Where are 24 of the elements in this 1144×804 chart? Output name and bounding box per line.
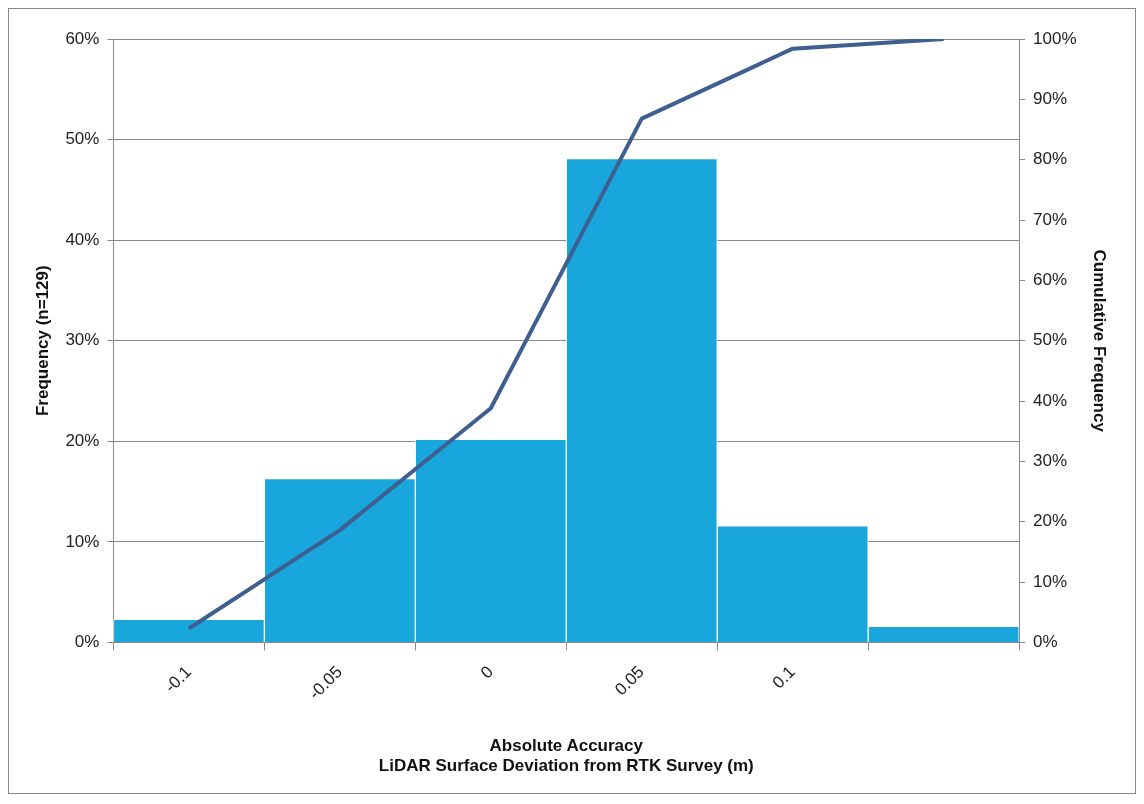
y-axis-title: Frequency (n=129) <box>32 265 52 417</box>
y-tick-label: 40% <box>65 229 100 249</box>
x-axis-title: Absolute Accuracy LiDAR Surface Deviation from RTK Survey (m) <box>378 736 754 776</box>
y2-tick-label: 40% <box>1033 390 1068 410</box>
y2-tick-label: 20% <box>1033 511 1068 531</box>
y2-tick-label: 100% <box>1033 28 1077 48</box>
y2-tick-label: 70% <box>1033 209 1068 229</box>
y-tick-label: 10% <box>65 531 100 551</box>
y2-tick-label: 10% <box>1033 571 1068 591</box>
y2-tick-label: 30% <box>1033 451 1068 471</box>
y2-tick-label: 80% <box>1033 149 1068 169</box>
y2-tick-label: 0% <box>1033 632 1058 652</box>
x-tick-label: 0 <box>476 662 497 683</box>
x-tick-label: -0.1 <box>160 662 196 697</box>
y-tick-label: 30% <box>65 330 100 350</box>
y-tick-label: 50% <box>65 129 100 149</box>
x-tick-label: 0.1 <box>768 662 799 693</box>
y2-axis-title: Cumulative Frequency <box>1090 249 1110 433</box>
y2-tick-label: 90% <box>1033 89 1068 109</box>
y-tick-label: 0% <box>74 632 100 652</box>
y-tick-label: 60% <box>65 28 100 48</box>
y2-tick-label: 60% <box>1033 270 1068 290</box>
y2-tick-label: 50% <box>1033 330 1068 350</box>
y-tick-label: 20% <box>65 430 100 450</box>
